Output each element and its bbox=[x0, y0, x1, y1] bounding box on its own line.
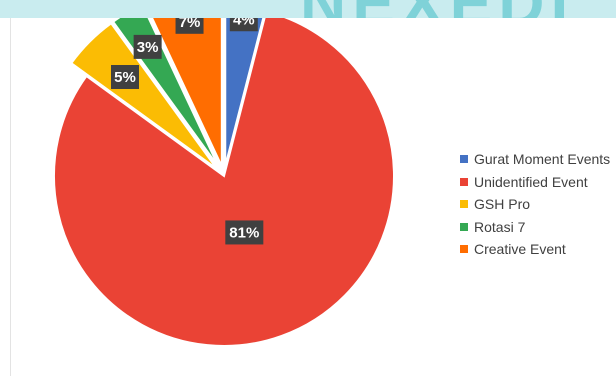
pie-slice-gurat-moment-events bbox=[224, 18, 265, 167]
data-label-rotasi-7: 3% bbox=[133, 34, 162, 59]
pie-slice-gsh-pro bbox=[69, 21, 218, 170]
legend-label: Unidentified Event bbox=[474, 173, 588, 190]
legend-swatch bbox=[460, 200, 468, 209]
data-label-unidentified-event: 81% bbox=[225, 220, 264, 245]
legend-item-creative-event: Creative Event bbox=[460, 238, 610, 261]
pie-slice-creative-event bbox=[150, 18, 223, 167]
legend-swatch bbox=[460, 222, 468, 231]
svg-text:3%: 3% bbox=[137, 39, 159, 56]
legend-item-gsh-pro: GSH Pro bbox=[460, 193, 610, 216]
svg-text:81%: 81% bbox=[229, 224, 259, 241]
svg-text:5%: 5% bbox=[114, 69, 136, 86]
legend-swatch bbox=[460, 155, 468, 164]
data-label-gsh-pro: 5% bbox=[111, 65, 140, 90]
svg-text:4%: 4% bbox=[233, 18, 255, 28]
watermark-band bbox=[0, 0, 616, 18]
legend-label: Gurat Moment Events bbox=[474, 151, 611, 168]
data-label-creative-event: 7% bbox=[175, 18, 204, 34]
legend-swatch bbox=[460, 177, 468, 186]
pie-chart: 4% 81% 5%3% 7% bbox=[53, 18, 395, 347]
chart-legend: Gurat Moment Events Unidentified Event GSH… bbox=[460, 148, 610, 261]
legend-label: GSH Pro bbox=[474, 196, 531, 213]
legend-label: Rotasi 7 bbox=[474, 218, 526, 235]
legend-item-unidentified-event: Unidentified Event bbox=[460, 171, 610, 194]
legend-swatch bbox=[460, 245, 468, 254]
pie-slice-unidentified-event bbox=[53, 18, 395, 347]
legend-label: Creative Event bbox=[474, 241, 566, 258]
legend-item-rotasi-7: Rotasi 7 bbox=[460, 216, 610, 239]
legend-item-gurat-moment-events: Gurat Moment Events bbox=[460, 148, 610, 171]
data-label-gurat-moment-events: 4% bbox=[229, 18, 258, 32]
chart-area: 4% 81% 5% 3% 7% Gurat Moment Events Unidentif… bbox=[10, 18, 611, 376]
svg-text:7%: 7% bbox=[179, 18, 201, 31]
